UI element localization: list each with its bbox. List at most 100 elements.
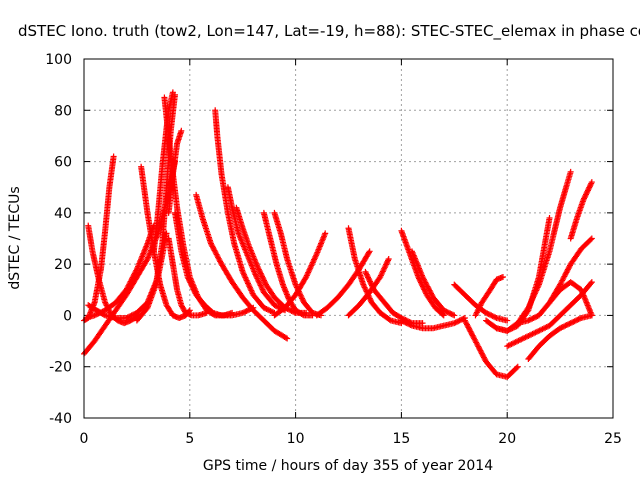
data-point [366,248,373,255]
data-point [244,307,251,314]
data-point [298,294,305,301]
data-point [123,314,130,321]
data-point [490,313,497,320]
x-tick-label: 20 [498,431,516,447]
data-point [110,153,117,160]
y-tick-label: 80 [54,103,72,119]
data-point [299,295,306,302]
data-point [440,312,447,319]
data-point [385,257,392,264]
data-point [258,271,265,278]
data-point [567,168,574,175]
data-points [81,89,595,380]
data-point [489,313,496,320]
data-point [259,273,266,280]
data-point [526,316,533,323]
data-point [184,273,191,280]
data-point [561,323,568,330]
data-point [256,267,263,274]
data-point [257,270,264,277]
data-point [169,89,176,96]
data-point [368,281,375,288]
data-point [447,310,454,317]
data-point [364,272,371,279]
data-point [266,307,273,314]
data-point [363,271,370,278]
data-point [384,258,391,265]
data-point [272,302,279,309]
data-point [380,267,387,274]
data-point [588,279,595,286]
data-point [366,277,373,284]
data-point [524,308,531,315]
data-point [569,319,576,326]
data-point [185,276,192,283]
data-point [203,309,210,316]
data-point [457,316,464,323]
data-point [583,190,590,197]
data-point [379,269,386,276]
data-point [189,283,196,290]
x-tick-label: 25 [604,431,622,447]
x-axis-label: GPS time / hours of day 355 of year 2014 [203,458,493,474]
data-point [365,249,372,256]
data-point [261,278,268,285]
data-point [588,179,595,186]
data-point [255,276,261,283]
data-point [483,309,490,316]
data-point [285,306,292,313]
data-point [586,184,593,191]
data-point [382,262,389,269]
data-point [367,279,374,286]
data-point [558,324,565,331]
data-point [252,271,259,278]
data-point [588,235,595,242]
data-point [369,284,376,291]
chart-title: dSTEC Iono. truth (tow2, Lon=147, Lat=-1… [18,22,640,41]
data-point [514,363,521,370]
data-point [452,319,459,326]
data-point [383,261,390,268]
y-tick-label: -20 [49,360,72,376]
data-point [288,307,295,314]
data-point [254,263,261,270]
data-point [261,277,268,284]
data-point [361,284,368,291]
data-point [299,311,306,318]
data-series [345,225,405,327]
y-tick-label: 100 [45,52,72,68]
x-tick-label: 5 [185,431,194,447]
data-point [446,309,453,316]
data-point [506,326,513,333]
data-series [81,153,117,324]
data-point [133,267,140,274]
y-tick-label: 0 [63,308,72,324]
data-point [584,187,591,194]
data-point [531,314,538,321]
data-point [127,313,134,320]
data-series [408,248,458,319]
data-point [398,317,405,324]
data-point [385,256,392,263]
data-point [379,268,386,275]
data-point [362,268,369,275]
data-point [365,274,372,281]
data-point [512,323,519,330]
data-point [381,265,388,272]
data-point [572,317,579,324]
data-point [484,310,491,317]
data-point [383,260,390,267]
data-point [510,324,517,331]
data-point [439,311,446,318]
data-point [386,316,393,323]
data-point [574,316,581,323]
data-series [83,222,157,321]
data-series [525,312,595,363]
data-point [587,236,594,243]
data-point [186,278,193,285]
data-point [241,309,248,316]
data-point [100,311,107,318]
data-point [253,274,260,281]
y-tick-label: -40 [49,411,72,427]
data-point [366,278,373,285]
